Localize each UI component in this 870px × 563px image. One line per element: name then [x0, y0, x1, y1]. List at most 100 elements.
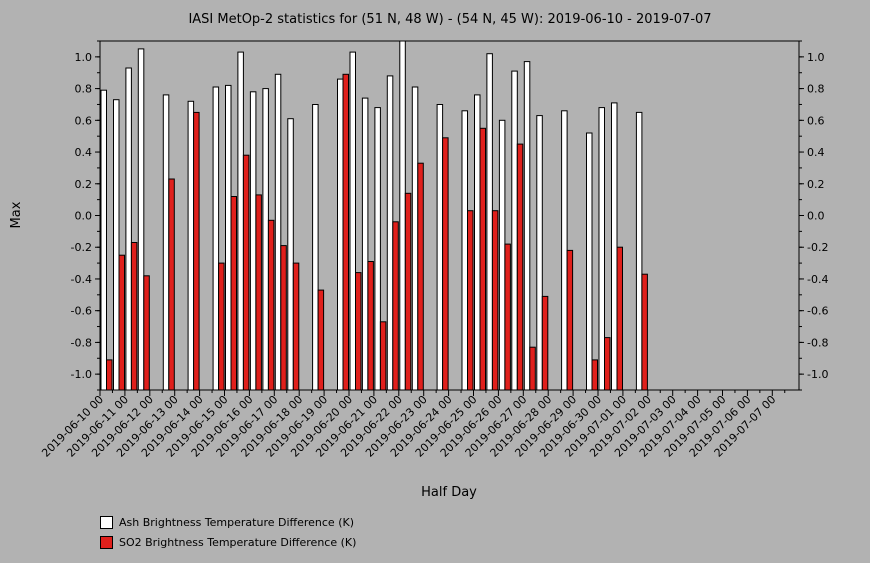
so2-bar [491, 210, 499, 391]
so2-bar [516, 143, 524, 391]
so2-bar [616, 246, 623, 391]
ash-bar [337, 78, 344, 391]
so2-bar [230, 196, 237, 391]
plot-frame [99, 40, 800, 391]
so2-bar [379, 321, 387, 391]
y-tick-label-right: 1.0 [807, 51, 825, 64]
ash-bar [125, 67, 132, 391]
so2-bar [292, 262, 300, 391]
so2-bar [193, 111, 200, 391]
legend-swatch-ash [100, 515, 113, 529]
ash-bar [212, 86, 220, 391]
ash-bar [361, 97, 369, 391]
ash-bar [474, 94, 481, 391]
so2-bar [417, 162, 424, 391]
ash-bar [386, 75, 394, 391]
y-tick-label-right: 0.6 [807, 114, 825, 127]
legend: Ash Brightness Temperature Difference (K… [100, 512, 356, 552]
ash-bar [249, 91, 257, 391]
ash-bar [187, 100, 195, 391]
ash-bar [561, 110, 568, 391]
so2-bar [242, 154, 250, 391]
y-tick-label-right: -0.2 [807, 241, 828, 254]
ash-bar [312, 104, 319, 391]
ash-bar [436, 104, 444, 391]
chart-title: IASI MetOp-2 statistics for (51 N, 48 W)… [188, 12, 711, 27]
legend-item-so2: SO2 Brightness Temperature Difference (K… [100, 532, 356, 552]
ash-bar [137, 48, 145, 391]
so2-bar [604, 337, 611, 391]
y-tick-label-right: -1.0 [807, 368, 828, 381]
so2-bar [591, 359, 598, 391]
so2-bar [392, 221, 399, 391]
ash-bar [237, 51, 244, 391]
y-tick-label-left: 0.0 [75, 210, 93, 223]
ash-bar [274, 73, 282, 391]
so2-bar [442, 137, 449, 391]
ash-bar [225, 84, 232, 391]
plot-area: -1.0 -1.0 -0.8 -0.8 -0.6 -0.6 -0.4 -0.4 -0.2 -0.2… [39, 40, 828, 460]
ash-bar [523, 61, 531, 391]
so2-bar [529, 346, 536, 391]
y-tick-label-right: 0.4 [807, 146, 825, 159]
y-tick-label-left: 0.2 [75, 178, 93, 191]
so2-bar [367, 261, 374, 391]
y-tick-label-right: -0.6 [807, 305, 828, 318]
so2-bar [255, 194, 262, 391]
ash-bar [162, 94, 170, 391]
legend-label-ash: Ash Brightness Temperature Difference (K… [119, 515, 354, 529]
so2-bar [404, 192, 412, 391]
so2-bar [267, 219, 275, 391]
y-tick-label-right: 0.0 [807, 210, 825, 223]
ash-bar [586, 132, 593, 391]
y-axis-label: Max [9, 201, 24, 228]
y-tick-label-left: 0.6 [75, 114, 93, 127]
ash-bar [486, 53, 493, 391]
ash-bar [536, 115, 543, 391]
so2-bar [355, 272, 362, 391]
ash-bar [461, 110, 468, 391]
ash-bar [498, 119, 506, 391]
y-tick-label-left: -0.8 [71, 336, 92, 349]
ash-bar [611, 102, 618, 391]
y-tick-label-left: 0.8 [75, 83, 93, 96]
ash-bar [598, 107, 605, 391]
so2-bar [118, 254, 125, 391]
y-tick-label-left: -0.4 [71, 273, 92, 286]
legend-swatch-so2 [100, 535, 113, 549]
y-tick-label-left: -1.0 [71, 368, 92, 381]
y-tick-label-left: 1.0 [75, 51, 93, 64]
so2-bar [218, 262, 225, 391]
so2-bar [143, 275, 150, 391]
so2-bar [168, 178, 175, 391]
ash-bar [411, 86, 419, 391]
y-tick-label-right: -0.4 [807, 273, 828, 286]
so2-bar [342, 73, 349, 391]
ash-bar [349, 51, 356, 391]
ash-bar [399, 40, 406, 391]
y-tick-label-right: 0.2 [807, 178, 825, 191]
ash-bar [635, 111, 643, 391]
ash-bar [100, 89, 107, 391]
so2-bar [106, 359, 113, 391]
ash-bar [262, 88, 269, 391]
so2-bar [317, 289, 325, 391]
legend-item-ash: Ash Brightness Temperature Difference (K… [100, 512, 356, 532]
y-tick-label-right: -0.8 [807, 336, 828, 349]
so2-bar [541, 295, 549, 391]
y-tick-label-right: 0.8 [807, 83, 825, 96]
ash-bar [511, 70, 518, 391]
so2-bar [467, 210, 474, 391]
y-tick-label-left: 0.4 [75, 146, 93, 159]
so2-bar [504, 243, 511, 391]
so2-bar [130, 242, 138, 391]
so2-bar [479, 127, 486, 391]
so2-bar [566, 249, 574, 391]
ash-bar [287, 118, 294, 391]
y-tick-label-left: -0.6 [71, 305, 92, 318]
y-tick-label-left: -0.2 [71, 241, 92, 254]
x-axis-label: Half Day [421, 485, 477, 500]
legend-label-so2: SO2 Brightness Temperature Difference (K… [119, 535, 357, 549]
ash-bar [374, 107, 381, 391]
